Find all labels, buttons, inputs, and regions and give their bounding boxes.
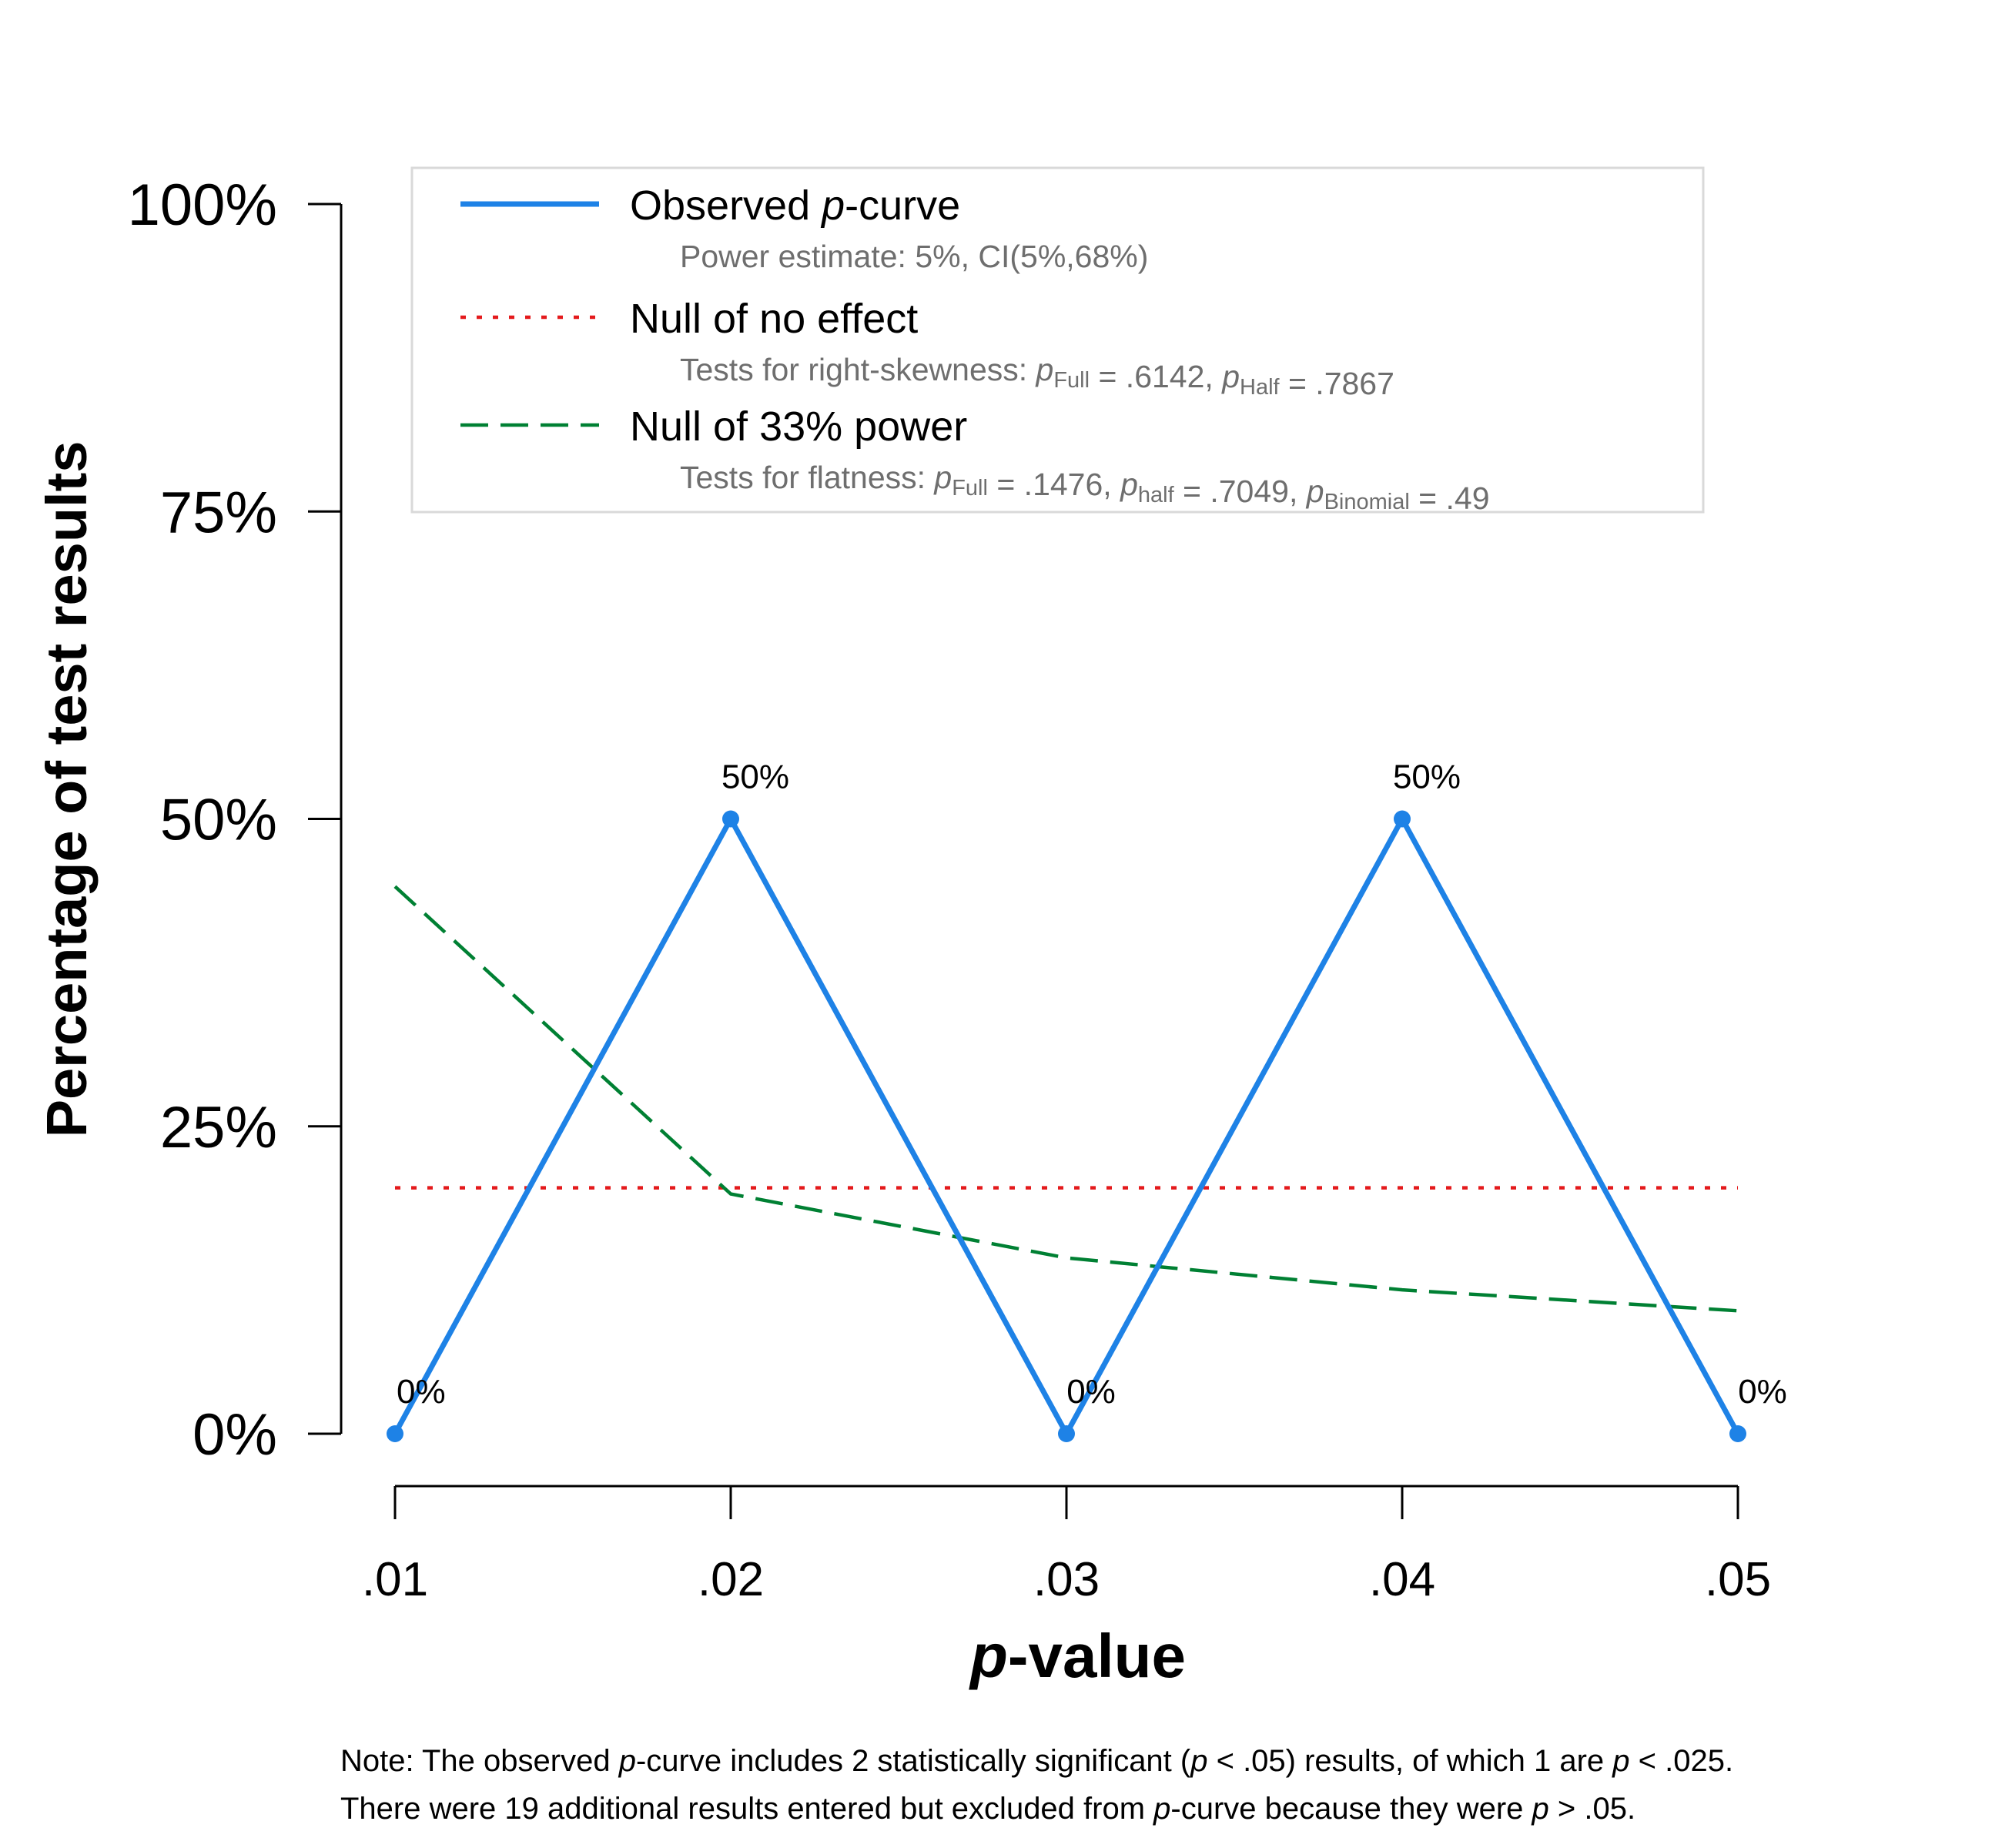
y-axis: 0% 25% 50% 75% 100% (128, 172, 343, 1468)
x-tick-label: .04 (1369, 1553, 1435, 1606)
x-axis-label-italic: p (969, 1622, 1008, 1690)
footnote-line: There were 19 additional results entered… (340, 1792, 1635, 1826)
x-axis-label: p-value (969, 1622, 1186, 1690)
y-tick-label: 100% (128, 172, 277, 238)
y-tick-label: 75% (160, 480, 277, 545)
footnote-text: p (1153, 1792, 1170, 1826)
x-axis: .01 .02 .03 .04 .05 (362, 1485, 1771, 1606)
legend-title: Observed p-curve (630, 182, 960, 229)
footnote-text: < .025. (1630, 1744, 1734, 1778)
x-tick-label: .01 (362, 1553, 428, 1606)
legend-title-italic: p (820, 182, 845, 229)
legend-detail-text: = .6142, (1090, 359, 1222, 394)
x-tick-label: .02 (698, 1553, 764, 1606)
y-tick-label: 25% (160, 1095, 277, 1160)
footnote-text: p (618, 1744, 636, 1778)
legend-detail: Tests for right-skewness: pFull = .6142,… (680, 352, 1394, 401)
footnote-text: -curve because they were (1170, 1792, 1532, 1826)
series-line-null_33_power (393, 885, 1739, 1313)
legend-detail-text: p (1305, 474, 1324, 509)
legend-title: Null of no effect (630, 296, 918, 342)
x-axis-label-rest: -value (1008, 1622, 1186, 1690)
footnote-text: > .05. (1549, 1792, 1635, 1826)
legend-detail-subscript: Half (1240, 375, 1281, 400)
data-point (722, 810, 739, 828)
data-point (1729, 1425, 1746, 1442)
footnote: Note: The observed p-curve includes 2 st… (340, 1744, 1733, 1826)
data-point (387, 1425, 403, 1442)
legend-title: Null of 33% power (630, 403, 967, 450)
y-axis-label: Percentage of test results (35, 441, 99, 1138)
legend-detail-subscript: Binomial (1324, 490, 1410, 514)
legend-detail: Power estimate: 5%, CI(5%,68%) (680, 239, 1148, 274)
footnote-text: p (1190, 1744, 1207, 1778)
legend-detail-subscript: Full (1053, 368, 1090, 393)
legend-detail-text: Power estimate: 5%, CI(5%,68%) (680, 239, 1148, 274)
legend-detail-subscript: half (1138, 483, 1175, 507)
legend-title-text: -curve (845, 182, 960, 229)
footnote-text: -curve includes 2 statistically signific… (636, 1744, 1191, 1778)
footnote-text: Note: The observed (340, 1744, 619, 1778)
y-tick-label: 50% (160, 788, 277, 853)
footnote-text: p (1532, 1792, 1549, 1826)
legend-detail-text: p (1220, 359, 1240, 394)
data-label: 0% (1066, 1373, 1116, 1411)
x-tick-label: .05 (1705, 1553, 1771, 1606)
legend-detail-text: Tests for right-skewness: (680, 352, 1036, 387)
legend-title-text: Null of no effect (630, 296, 918, 342)
footnote-text: p (1612, 1744, 1629, 1778)
footnote-line: Note: The observed p-curve includes 2 st… (340, 1744, 1733, 1778)
legend-detail-text: p (1035, 352, 1054, 387)
legend-box (410, 166, 1705, 514)
data-label: 0% (1738, 1373, 1787, 1411)
footnote-text: There were 19 additional results entered… (340, 1792, 1153, 1826)
legend-detail-text: p (1119, 467, 1138, 502)
legend-title-text: Null of 33% power (630, 403, 967, 450)
legend-detail-text: = .49 (1410, 480, 1490, 516)
legend-detail-text: Tests for flatness: (680, 460, 934, 495)
series-layer: 0% 50% 0% 50% 0% (387, 758, 1787, 1442)
data-label: 50% (721, 758, 789, 796)
legend-detail-text: = .7049, (1174, 474, 1307, 509)
legend-detail-text: p (932, 460, 952, 495)
data-point (1058, 1425, 1075, 1442)
data-point (1394, 810, 1411, 828)
legend-detail-text: = .7867 (1280, 366, 1394, 401)
footnote-text: < .05) results, of which 1 are (1207, 1744, 1612, 1778)
legend-detail-subscript: Full (952, 476, 988, 500)
data-label: 50% (1393, 758, 1461, 796)
y-tick-label: 0% (192, 1402, 277, 1468)
data-label: 0% (397, 1373, 446, 1411)
x-tick-label: .03 (1033, 1553, 1100, 1606)
legend-detail-text: = .1476, (988, 467, 1120, 502)
legend-detail: Tests for flatness: pFull = .1476, phalf… (680, 460, 1490, 516)
legend-title-text: Observed (630, 182, 822, 229)
